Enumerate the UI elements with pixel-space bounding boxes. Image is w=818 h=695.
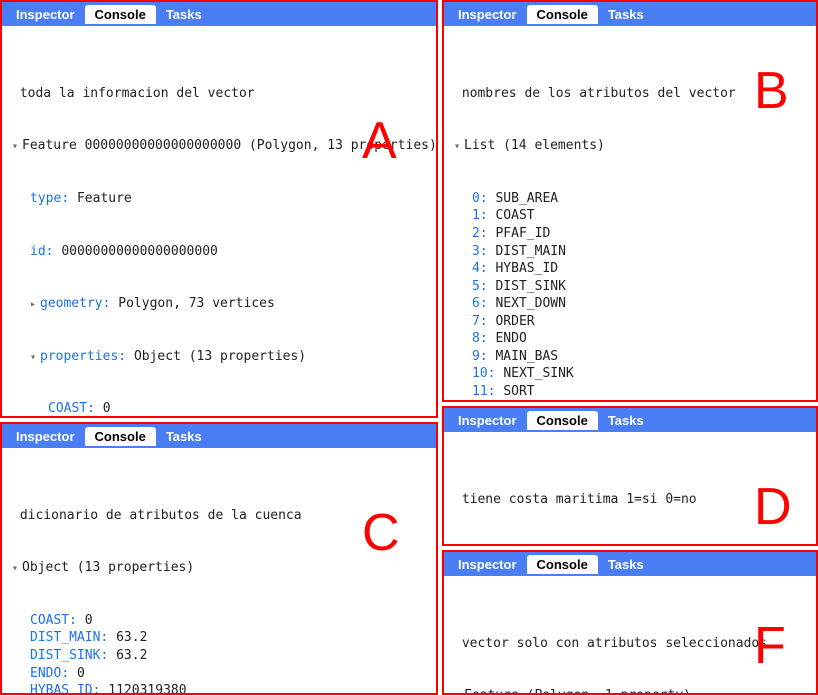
tab-inspector[interactable]: Inspector xyxy=(448,5,527,24)
object-header[interactable]: Object (13 properties) xyxy=(12,559,426,577)
console-output-b: B nombres de los atributos del vector Li… xyxy=(444,26,816,402)
tab-console[interactable]: Console xyxy=(527,411,598,430)
console-output-f: F vector solo con atributos seleccionado… xyxy=(444,576,816,695)
list-item: 3: DIST_MAIN xyxy=(454,243,806,261)
tab-tasks[interactable]: Tasks xyxy=(156,5,212,24)
list-item: 5: DIST_SINK xyxy=(454,278,806,296)
log-title: nombres de los atributos del vector xyxy=(462,86,736,101)
list-item: 12: system:index xyxy=(454,400,806,402)
log-title: dicionario de atributos de la cuenca xyxy=(20,508,302,523)
tab-console[interactable]: Console xyxy=(527,555,598,574)
prop-row: COAST: 0 xyxy=(12,400,426,418)
prop-row: DIST_MAIN: 63.2 xyxy=(12,629,426,647)
list-item: 1: COAST xyxy=(454,207,806,225)
list-item: 11: SORT xyxy=(454,383,806,401)
prop-row: COAST: 0 xyxy=(12,612,426,630)
tab-console[interactable]: Console xyxy=(85,5,156,24)
prop-row: DIST_SINK: 63.2 xyxy=(12,647,426,665)
tabbar: Inspector Console Tasks xyxy=(444,408,816,432)
log-title: tiene costa maritima 1=si 0=no xyxy=(462,492,697,507)
tabbar: Inspector Console Tasks xyxy=(444,552,816,576)
tab-tasks[interactable]: Tasks xyxy=(598,555,654,574)
tab-inspector[interactable]: Inspector xyxy=(448,555,527,574)
tab-inspector[interactable]: Inspector xyxy=(6,5,85,24)
prop-row: HYBAS_ID: 1120319380 xyxy=(12,682,426,695)
list-item: 8: ENDO xyxy=(454,330,806,348)
list-header[interactable]: List (14 elements) xyxy=(454,137,806,155)
panel-a: Inspector Console Tasks A toda la inform… xyxy=(0,0,438,418)
console-output-d: D tiene costa maritima 1=si 0=no 0 xyxy=(444,432,816,546)
tab-tasks[interactable]: Tasks xyxy=(598,5,654,24)
panel-d: Inspector Console Tasks D tiene costa ma… xyxy=(442,406,818,546)
list-item: 2: PFAF_ID xyxy=(454,225,806,243)
list-item: 7: ORDER xyxy=(454,313,806,331)
tabbar: Inspector Console Tasks xyxy=(2,2,436,26)
panel-f: Inspector Console Tasks F vector solo co… xyxy=(442,550,818,695)
tab-inspector[interactable]: Inspector xyxy=(6,427,85,446)
feature-header[interactable]: Feature (Polygon, 1 property) xyxy=(454,687,806,695)
value-text: 0 xyxy=(462,544,470,546)
panel-c: Inspector Console Tasks C dicionario de … xyxy=(0,422,438,695)
list-item: 4: HYBAS_ID xyxy=(454,260,806,278)
panel-b: Inspector Console Tasks B nombres de los… xyxy=(442,0,818,402)
log-title: toda la informacion del vector xyxy=(20,86,255,101)
list-item: 6: NEXT_DOWN xyxy=(454,295,806,313)
feature-header[interactable]: Feature 00000000000000000000 (Polygon, 1… xyxy=(12,137,426,155)
properties-row[interactable]: properties: Object (13 properties) xyxy=(12,348,426,366)
log-title: vector solo con atributos seleccionados xyxy=(462,636,767,651)
tab-tasks[interactable]: Tasks xyxy=(598,411,654,430)
tab-console[interactable]: Console xyxy=(85,427,156,446)
prop-row: ENDO: 0 xyxy=(12,665,426,683)
console-output-a: A toda la informacion del vector Feature… xyxy=(2,26,436,418)
tab-console[interactable]: Console xyxy=(527,5,598,24)
geometry-row[interactable]: geometry: Polygon, 73 vertices xyxy=(12,295,426,313)
tabbar: Inspector Console Tasks xyxy=(2,424,436,448)
tab-tasks[interactable]: Tasks xyxy=(156,427,212,446)
list-item: 9: MAIN_BAS xyxy=(454,348,806,366)
tabbar: Inspector Console Tasks xyxy=(444,2,816,26)
prop-row: id: 00000000000000000000 xyxy=(12,243,426,261)
prop-row: type: Feature xyxy=(12,190,426,208)
list-item: 10: NEXT_SINK xyxy=(454,365,806,383)
tab-inspector[interactable]: Inspector xyxy=(448,411,527,430)
list-item: 0: SUB_AREA xyxy=(454,190,806,208)
console-output-c: C dicionario de atributos de la cuenca O… xyxy=(2,448,436,695)
